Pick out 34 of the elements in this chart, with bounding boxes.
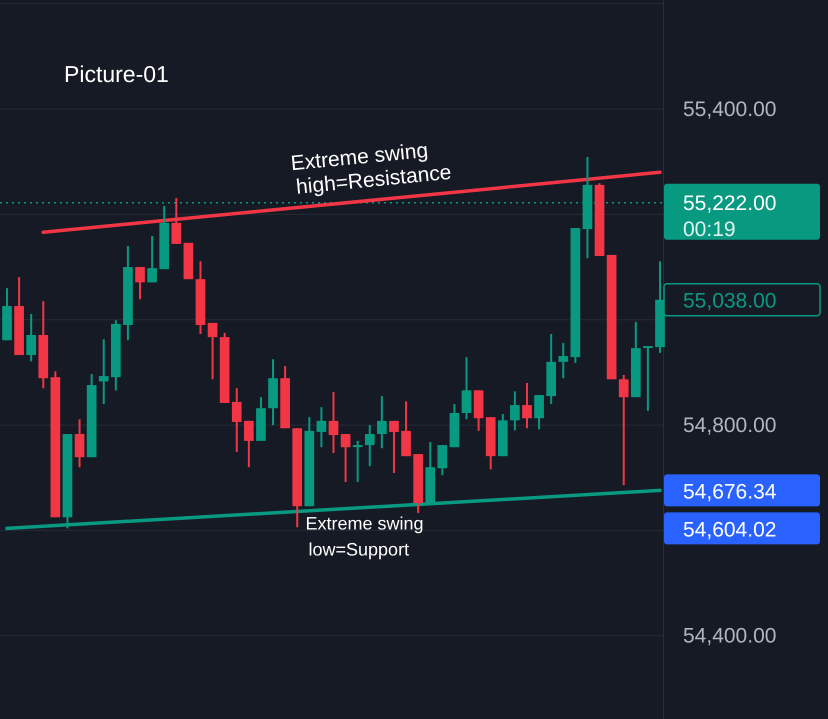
candlestick [558, 342, 568, 380]
y-tick-label: 54,800.00 [683, 414, 776, 437]
candlestick [510, 390, 520, 432]
candlestick [316, 406, 326, 448]
candlestick [534, 394, 544, 430]
candlestick [437, 444, 448, 476]
candlestick [232, 387, 242, 453]
text: 00:19 [683, 218, 736, 241]
text: 54,676.34 [683, 480, 777, 504]
candlestick [462, 356, 472, 420]
annotation: Extreme swing high=Resistance [290, 139, 452, 199]
text: 55,038.00 [683, 290, 776, 313]
candlestick [643, 345, 653, 412]
y-tick-label: 55,400.00 [683, 98, 776, 121]
candlestick [74, 418, 84, 468]
candlestick [244, 420, 254, 468]
candlestick [377, 395, 387, 450]
candlestick [208, 322, 218, 380]
candlestick [147, 234, 157, 284]
candlestick [364, 424, 375, 468]
text: Picture-01 [64, 61, 169, 87]
candlestick [389, 420, 399, 474]
candlestick [352, 440, 363, 483]
candlestick [98, 338, 109, 406]
y-tick-label: 54,400.00 [683, 624, 776, 648]
annotation: Extreme swing low=Support [306, 513, 424, 560]
candlestick [328, 390, 338, 454]
text: 54,604.02 [683, 518, 776, 542]
candlestick [340, 433, 350, 483]
candlestick [522, 382, 532, 430]
candlestick [618, 374, 629, 486]
ref-line-label: 55,222.00 [683, 192, 776, 215]
candlestick [135, 266, 145, 300]
candlestick [26, 312, 36, 362]
